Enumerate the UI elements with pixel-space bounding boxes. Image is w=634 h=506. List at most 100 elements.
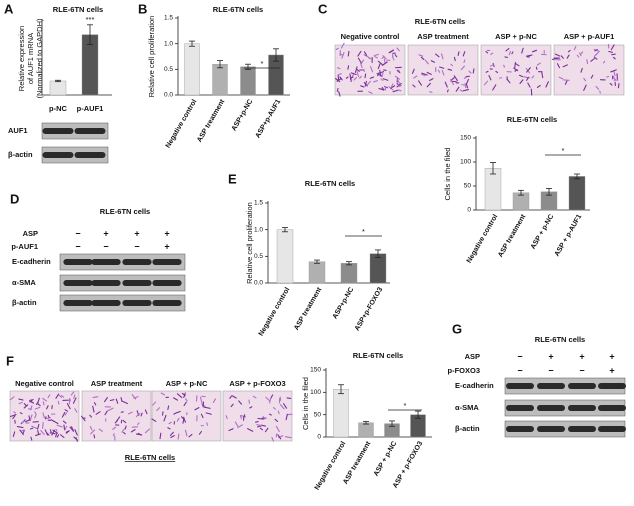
cell bbox=[521, 47, 524, 54]
blot-row-label: α-SMA bbox=[12, 278, 36, 287]
cell bbox=[360, 85, 365, 88]
cell bbox=[21, 421, 25, 424]
cell bbox=[336, 87, 339, 92]
cell bbox=[418, 80, 422, 86]
bar bbox=[333, 389, 349, 438]
cell bbox=[144, 409, 148, 415]
y-tick-label: 0.0 bbox=[164, 92, 173, 99]
x-tick-label: Negative control bbox=[466, 213, 500, 264]
y-axis-label: Relative expression bbox=[17, 26, 26, 91]
cell bbox=[200, 413, 204, 419]
cell bbox=[92, 405, 95, 413]
blot-row-label: E-cadherin bbox=[455, 381, 494, 390]
cell bbox=[72, 397, 77, 404]
cell bbox=[262, 416, 266, 420]
blot-band bbox=[63, 300, 93, 306]
micrograph bbox=[9, 390, 80, 442]
cell bbox=[18, 401, 23, 405]
cell bbox=[268, 413, 272, 416]
blot-row-label: E-cadherin bbox=[12, 257, 51, 266]
bar bbox=[568, 176, 586, 211]
blot-row-label: β-actin bbox=[12, 298, 37, 307]
cell bbox=[112, 433, 115, 437]
cell bbox=[483, 80, 489, 86]
y-axis-label: (Normalized to GAPDH) bbox=[35, 18, 44, 99]
blot-band bbox=[152, 259, 182, 265]
y-tick-label: 1.5 bbox=[164, 15, 173, 22]
cell bbox=[420, 56, 425, 60]
micrograph bbox=[334, 42, 406, 97]
micrograph bbox=[480, 44, 552, 96]
y-tick-label: 100 bbox=[310, 389, 321, 396]
cell bbox=[464, 82, 467, 89]
blot-band bbox=[152, 300, 182, 306]
cell bbox=[35, 433, 41, 436]
blot-band bbox=[568, 426, 596, 432]
cell bbox=[384, 86, 387, 91]
cell bbox=[558, 76, 564, 80]
blot-band bbox=[506, 405, 534, 411]
cell bbox=[42, 397, 48, 402]
y-tick-label: 0 bbox=[467, 207, 471, 214]
cell bbox=[382, 55, 387, 60]
cell bbox=[440, 53, 444, 60]
cell bbox=[173, 397, 179, 401]
x-tick-label: Negative control bbox=[314, 440, 348, 491]
cell bbox=[579, 52, 582, 57]
cell bbox=[168, 421, 172, 425]
cell bbox=[37, 397, 40, 404]
cell bbox=[366, 80, 371, 86]
cell bbox=[13, 411, 17, 414]
cell bbox=[430, 60, 435, 63]
cell bbox=[573, 45, 577, 51]
x-tick-label: ASP + p-AUF1 bbox=[554, 213, 584, 257]
error-bar bbox=[245, 63, 251, 70]
cell bbox=[463, 59, 466, 63]
cell bbox=[40, 429, 45, 436]
treatment-sign: − bbox=[75, 228, 80, 238]
cell bbox=[363, 54, 370, 59]
cell bbox=[396, 47, 400, 52]
cell bbox=[284, 436, 292, 439]
cell bbox=[381, 72, 384, 77]
bar bbox=[276, 229, 294, 284]
cell bbox=[360, 62, 363, 69]
bar bbox=[340, 263, 358, 284]
cell bbox=[34, 414, 37, 419]
micrograph bbox=[80, 390, 152, 442]
bar bbox=[358, 422, 374, 438]
micrograph-bg bbox=[222, 390, 293, 442]
cell bbox=[230, 403, 234, 408]
cell bbox=[137, 422, 140, 426]
cell bbox=[361, 59, 365, 64]
cell bbox=[617, 83, 620, 89]
cell bbox=[122, 419, 127, 424]
cell bbox=[257, 417, 264, 420]
cell bbox=[47, 414, 50, 419]
blot-band bbox=[42, 128, 74, 134]
cell bbox=[357, 57, 362, 64]
cell bbox=[109, 399, 115, 402]
cell bbox=[595, 85, 600, 90]
treatment-sign: − bbox=[75, 241, 80, 251]
treatment-sign: − bbox=[517, 351, 522, 361]
cell bbox=[356, 71, 360, 78]
cell bbox=[31, 425, 38, 430]
error-bar bbox=[490, 162, 496, 175]
blot-title: RLE-6TN cells bbox=[100, 207, 150, 216]
panel-letter: C bbox=[318, 1, 328, 16]
cell bbox=[89, 426, 93, 431]
bar bbox=[212, 63, 228, 96]
panel-letter: A bbox=[4, 1, 14, 16]
cell bbox=[80, 415, 86, 422]
error-bar bbox=[87, 24, 93, 45]
cell bbox=[124, 425, 127, 430]
error-bar bbox=[346, 261, 352, 266]
blot-band bbox=[537, 383, 565, 389]
panel-letter: D bbox=[10, 191, 19, 206]
cell bbox=[275, 425, 280, 433]
cell bbox=[34, 411, 37, 415]
cell bbox=[347, 50, 350, 57]
y-tick-label: 0.5 bbox=[254, 253, 263, 260]
cell bbox=[611, 53, 616, 56]
